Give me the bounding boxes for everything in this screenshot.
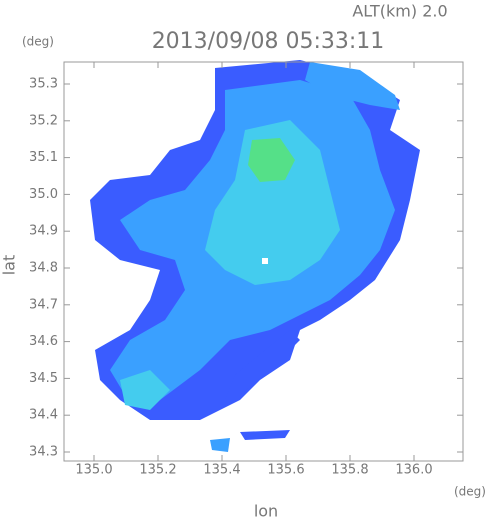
x-tick-label: 135.0	[75, 463, 112, 478]
radar-site	[262, 258, 268, 264]
echo	[305, 62, 400, 110]
echo	[225, 330, 300, 400]
y-tick-label: 34.5	[29, 371, 58, 386]
radar-echo	[90, 60, 420, 452]
title: 2013/09/08 05:33:11	[152, 29, 385, 54]
echo	[205, 120, 340, 285]
x-tick-label: 135.8	[331, 463, 368, 478]
y-tick-label: 34.6	[29, 334, 58, 349]
echo	[210, 438, 230, 452]
x-tick-label: 135.6	[267, 463, 304, 478]
plot-frame	[63, 61, 464, 462]
y-tick-label: 34.4	[29, 408, 58, 423]
x-tick-label: 135.2	[139, 463, 176, 478]
y-tick-label: 35.3	[29, 77, 58, 92]
echo	[120, 370, 170, 410]
y-tick-label: 35.0	[29, 187, 58, 202]
echo	[248, 138, 295, 182]
y-tick-label: 34.3	[29, 445, 58, 460]
x-label: lon	[254, 502, 278, 521]
y-tick-label: 34.7	[29, 297, 58, 312]
y-label: lat	[0, 255, 19, 276]
y-unit: (deg)	[22, 35, 54, 49]
x-tick-label: 135.4	[203, 463, 240, 478]
y-tick-label: 35.2	[29, 113, 58, 128]
y-tick-label: 34.8	[29, 261, 58, 276]
x-unit: (deg)	[454, 485, 486, 499]
x-tick-label: 136.0	[395, 463, 432, 478]
y-tick-label: 35.1	[29, 150, 58, 165]
y-tick-label: 34.9	[29, 224, 58, 239]
echo	[240, 430, 290, 440]
altitude: ALT(km) 2.0	[352, 2, 447, 21]
